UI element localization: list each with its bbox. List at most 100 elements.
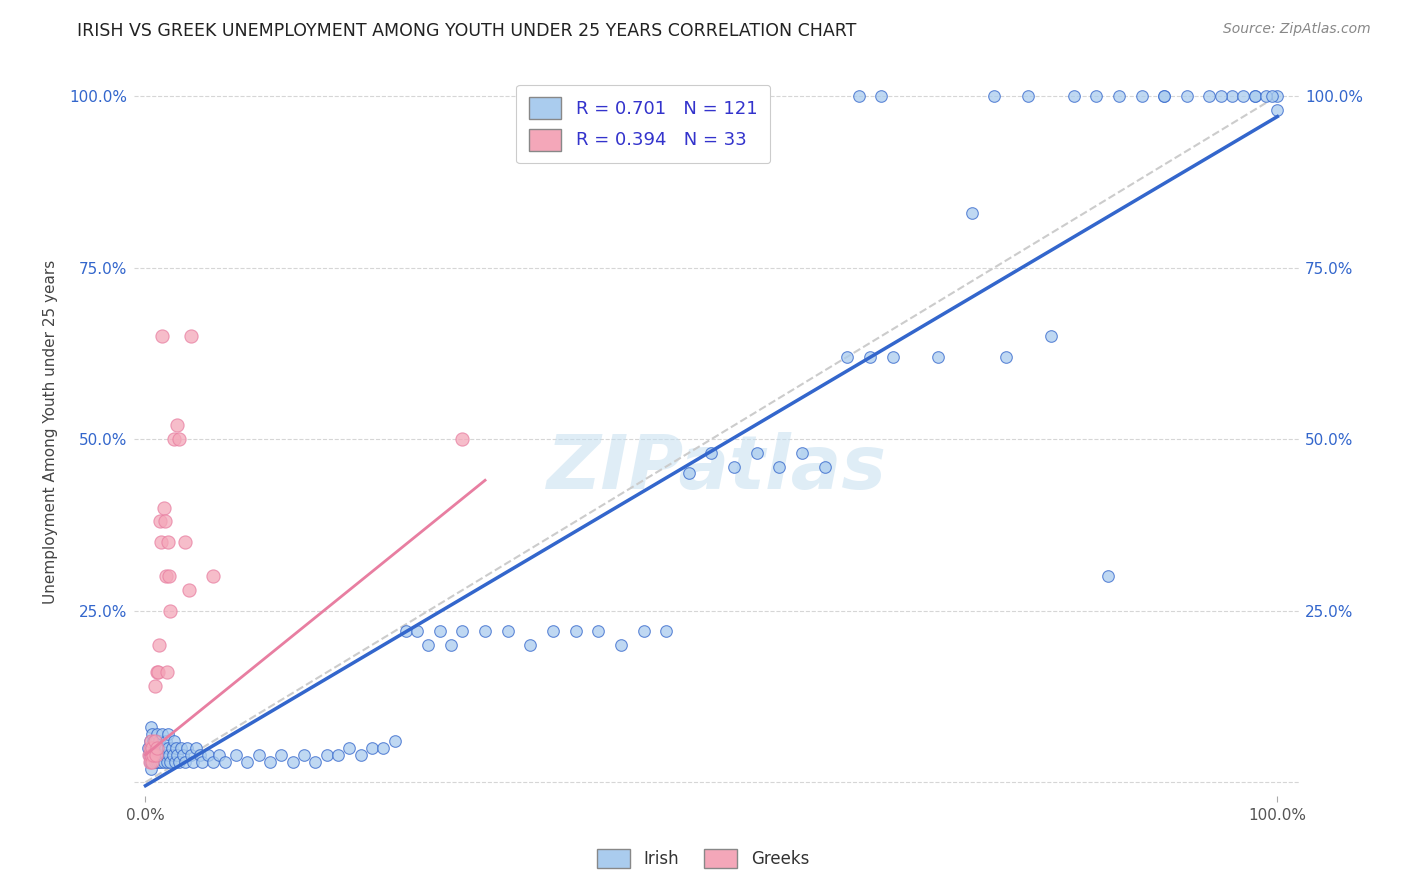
Point xyxy=(153,515,176,529)
Point xyxy=(259,755,281,769)
Point xyxy=(172,747,194,762)
Point xyxy=(142,747,165,762)
Point xyxy=(145,747,167,762)
Point xyxy=(141,762,163,776)
Point xyxy=(768,459,790,474)
Point xyxy=(960,205,983,219)
Point xyxy=(1017,89,1039,103)
Point xyxy=(519,638,541,652)
Point xyxy=(1153,89,1175,103)
Point xyxy=(451,432,474,446)
Point xyxy=(541,624,564,639)
Point xyxy=(837,350,859,364)
Point xyxy=(1260,89,1282,103)
Point xyxy=(270,747,292,762)
Legend: R = 0.701   N = 121, R = 0.394   N = 33: R = 0.701 N = 121, R = 0.394 N = 33 xyxy=(516,85,770,163)
Point xyxy=(326,747,349,762)
Point xyxy=(162,747,184,762)
Point xyxy=(142,734,165,748)
Point xyxy=(169,740,191,755)
Point xyxy=(790,446,813,460)
Point xyxy=(197,747,219,762)
Point xyxy=(138,747,160,762)
Point xyxy=(146,755,169,769)
Point xyxy=(983,89,1005,103)
Point xyxy=(225,747,247,762)
Point xyxy=(141,720,163,734)
Point xyxy=(174,755,197,769)
Point xyxy=(155,569,177,583)
Point xyxy=(418,638,440,652)
Point xyxy=(564,624,586,639)
Text: Source: ZipAtlas.com: Source: ZipAtlas.com xyxy=(1223,22,1371,37)
Point xyxy=(152,747,174,762)
Point xyxy=(848,89,870,103)
Point xyxy=(633,624,655,639)
Point xyxy=(214,755,236,769)
Point xyxy=(156,665,179,680)
Point xyxy=(142,747,165,762)
Point xyxy=(157,569,180,583)
Point xyxy=(181,755,204,769)
Point xyxy=(146,665,169,680)
Point xyxy=(1254,89,1277,103)
Point xyxy=(281,755,304,769)
Point xyxy=(145,734,167,748)
Point xyxy=(177,583,200,598)
Point xyxy=(156,755,179,769)
Point xyxy=(236,755,259,769)
Point xyxy=(188,747,211,762)
Point xyxy=(451,624,474,639)
Point xyxy=(384,734,406,748)
Point xyxy=(152,727,174,741)
Point xyxy=(373,740,395,755)
Point xyxy=(1243,89,1265,103)
Point xyxy=(165,740,187,755)
Point xyxy=(157,727,180,741)
Point xyxy=(406,624,429,639)
Point xyxy=(180,747,202,762)
Point xyxy=(146,740,169,755)
Point xyxy=(149,740,172,755)
Point xyxy=(146,740,169,755)
Point xyxy=(145,747,167,762)
Point xyxy=(1040,329,1063,343)
Point xyxy=(1085,89,1108,103)
Point xyxy=(1097,569,1119,583)
Point xyxy=(146,727,169,741)
Text: IRISH VS GREEK UNEMPLOYMENT AMONG YOUTH UNDER 25 YEARS CORRELATION CHART: IRISH VS GREEK UNEMPLOYMENT AMONG YOUTH … xyxy=(77,22,856,40)
Point xyxy=(148,734,170,748)
Point xyxy=(1267,103,1289,117)
Point xyxy=(143,679,166,693)
Point xyxy=(169,432,191,446)
Point xyxy=(180,329,202,343)
Text: ZIPatlas: ZIPatlas xyxy=(547,432,887,505)
Point xyxy=(859,350,882,364)
Point xyxy=(141,755,163,769)
Point xyxy=(1175,89,1198,103)
Point xyxy=(247,747,270,762)
Point xyxy=(1153,89,1175,103)
Point xyxy=(136,740,159,755)
Point xyxy=(1243,89,1265,103)
Point xyxy=(1108,89,1130,103)
Point xyxy=(166,418,188,433)
Point xyxy=(141,755,163,769)
Point xyxy=(814,459,837,474)
Point xyxy=(349,747,371,762)
Point xyxy=(1232,89,1254,103)
Point xyxy=(186,740,208,755)
Legend: Irish, Greeks: Irish, Greeks xyxy=(591,842,815,875)
Point xyxy=(496,624,519,639)
Point xyxy=(160,740,183,755)
Point xyxy=(139,755,162,769)
Point xyxy=(304,755,326,769)
Point xyxy=(149,747,172,762)
Point xyxy=(143,740,166,755)
Point xyxy=(1063,89,1085,103)
Y-axis label: Unemployment Among Youth under 25 years: Unemployment Among Youth under 25 years xyxy=(44,260,58,605)
Point xyxy=(141,740,163,755)
Point xyxy=(141,734,163,748)
Point xyxy=(882,350,904,364)
Point xyxy=(141,747,163,762)
